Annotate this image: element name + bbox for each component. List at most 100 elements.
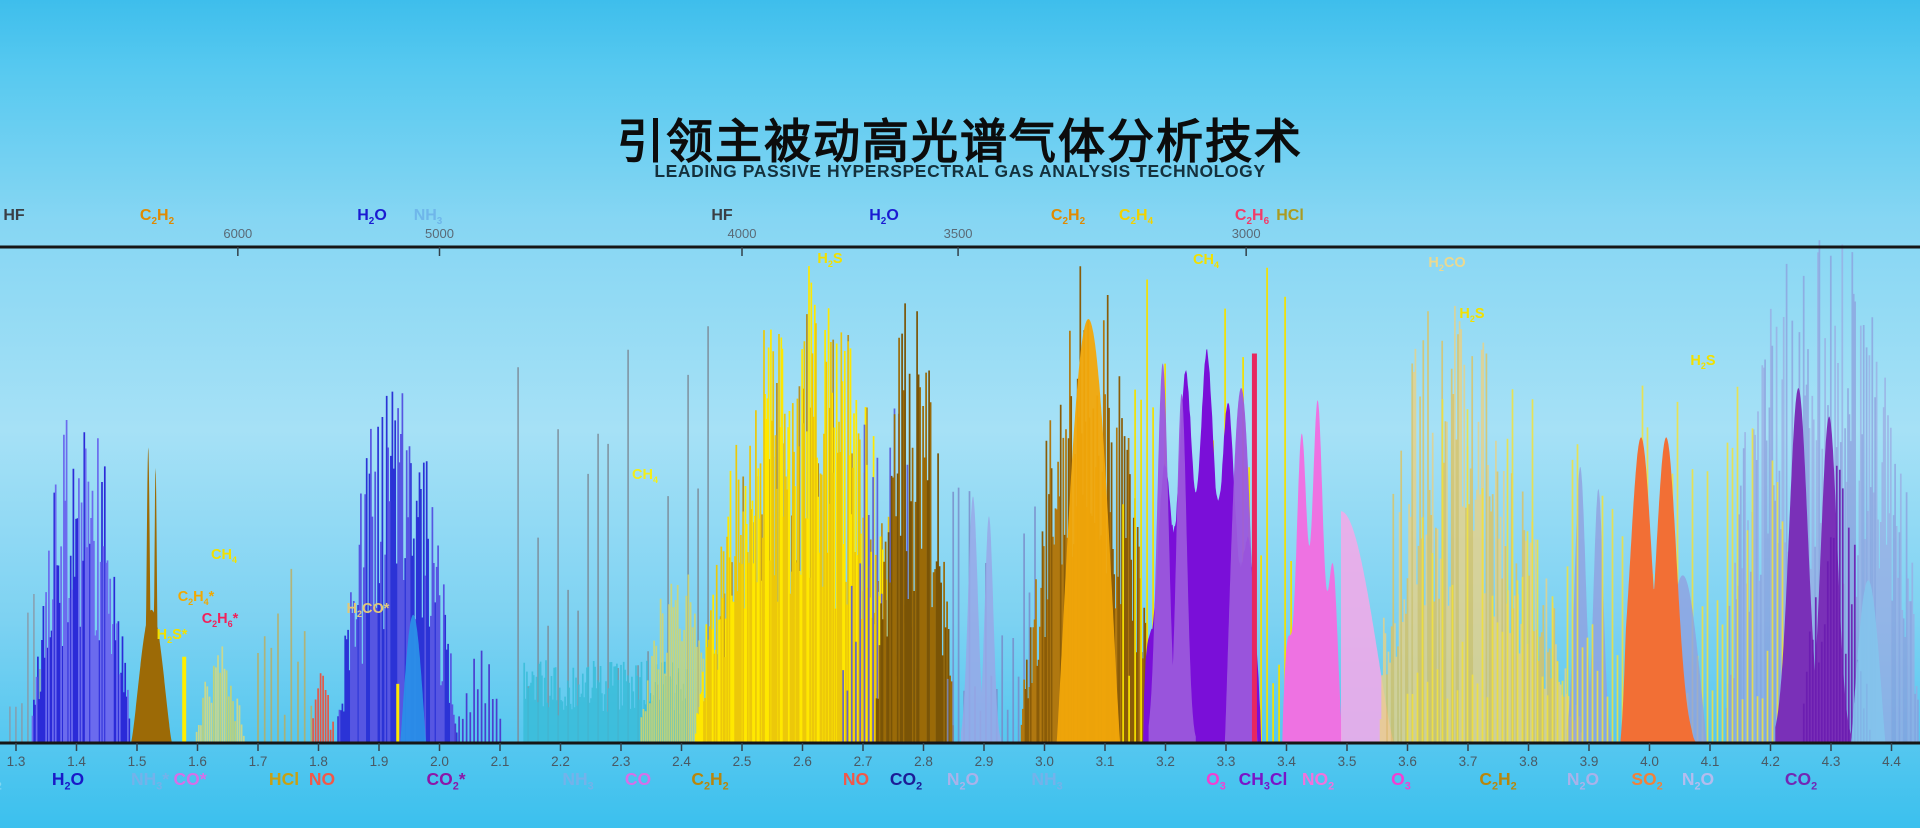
bottom-axis-tick	[15, 743, 17, 751]
spectral-band-SO2	[1620, 437, 1697, 743]
top-axis-tick-label: 4000	[728, 226, 757, 241]
bottom-axis-tick	[680, 743, 683, 751]
bottom-axis-tick	[499, 743, 501, 751]
bottom-axis-tick-label: 2.7	[854, 754, 873, 769]
bottom-axis-tick-label: 1.8	[309, 754, 328, 769]
top-axis-tick	[1245, 247, 1247, 256]
bottom-axis-tick-label: 2.3	[612, 754, 631, 769]
bottom-axis-tick-label: 3.4	[1277, 754, 1296, 769]
bottom-axis-tick-label: 3.5	[1338, 754, 1357, 769]
bottom-axis-tick-label: 4.1	[1701, 754, 1720, 769]
bottom-axis-tick	[1104, 743, 1106, 751]
bottom-axis-tick-label: 3.1	[1096, 754, 1115, 769]
bottom-axis-tick	[620, 743, 622, 751]
bottom-axis-tick	[1346, 743, 1348, 751]
bottom-axis-tick	[75, 743, 78, 751]
page-title: 引领主被动高光谱气体分析技术	[617, 115, 1303, 169]
bottom-axis-tick-label: 1.6	[188, 754, 207, 769]
bottom-axis-tick-label: 3.3	[1217, 754, 1236, 769]
bottom-axis-tick-label: 2.4	[672, 754, 691, 769]
bottom-axis-tick-label: 2.0	[430, 754, 449, 769]
spectral-band-C2H4*	[257, 568, 313, 743]
bottom-axis-tick-label: 1.9	[370, 754, 389, 769]
spectral-band-CH4	[202, 665, 237, 743]
page-subtitle: LEADING PASSIVE HYPERSPECTRAL GAS ANALYS…	[654, 161, 1266, 181]
bottom-axis-tick	[741, 743, 743, 751]
bottom-axis-tick	[1285, 743, 1288, 751]
spectral-band-CO2	[1851, 580, 1886, 743]
bottom-axis-tick	[1709, 743, 1711, 751]
top-axis-tick	[957, 247, 959, 256]
bottom-axis-tick	[378, 743, 380, 751]
bottom-axis-tick-label: 1.5	[128, 754, 147, 769]
bottom-axis-tick-label: 4.3	[1822, 754, 1841, 769]
bottom-axis-tick	[983, 743, 985, 751]
spectral-line-C2H6	[1251, 353, 1257, 743]
bottom-axis-line	[0, 741, 1920, 745]
top-axis-tick-label: 6000	[223, 226, 252, 241]
bottom-axis-tick	[922, 743, 925, 751]
bottom-axis-tick	[1225, 743, 1227, 751]
bottom-axis-tick-label: 4.0	[1640, 754, 1659, 769]
bottom-axis-tick-label: 4.4	[1882, 754, 1901, 769]
spectral-band-CO2*	[454, 650, 502, 743]
bottom-axis-tick	[257, 743, 259, 751]
bottom-axis-tick-label: 3.9	[1580, 754, 1599, 769]
bottom-axis-tick	[1043, 743, 1046, 751]
bottom-axis-tick	[1769, 743, 1772, 751]
top-axis-tick	[438, 247, 441, 256]
spectral-band-NH3	[1056, 319, 1121, 743]
bottom-axis-tick-label: 3.8	[1519, 754, 1538, 769]
bottom-axis-tick-label: 1.3	[7, 754, 26, 769]
bottom-axis-tick	[862, 743, 864, 751]
spectral-line-H2S*	[182, 656, 187, 743]
spectral-band-NO2	[1282, 400, 1343, 743]
spectral-band-H2CO	[1379, 305, 1583, 743]
bottom-axis-tick-label: 2.6	[793, 754, 812, 769]
bottom-axis-tick	[1830, 743, 1832, 751]
bottom-axis-tick-label: 2.1	[491, 754, 510, 769]
bottom-axis-tick-label: 2.8	[914, 754, 933, 769]
spectral-band-NO2	[1341, 511, 1395, 743]
spectral-band-NO	[875, 303, 950, 743]
top-axis-tick	[237, 247, 239, 256]
bottom-axis-tick-label: 3.2	[1156, 754, 1175, 769]
top-axis-tick	[741, 247, 743, 256]
top-axis-tick-label: 3500	[944, 226, 973, 241]
spectral-band-H2CO*	[400, 614, 427, 743]
spectral-band-H2O	[33, 432, 131, 743]
bottom-axis-tick	[317, 743, 320, 751]
bottom-axis-tick	[1406, 743, 1409, 751]
top-axis-tick-label: 5000	[425, 226, 454, 241]
spectral-line-CH4	[396, 683, 400, 743]
bottom-axis-tick	[1890, 743, 1893, 751]
axes-group: 6000 5000 4000 3500 3000 1.3 1.4 1.5 1.6 1.7 1.8 1.…	[0, 226, 1920, 769]
spectral-band-O3	[1148, 363, 1196, 743]
bottom-axis-tick	[1467, 743, 1469, 751]
spectral-band-O3	[1224, 388, 1258, 743]
bottom-axis-tick-label: 2.5	[733, 754, 752, 769]
spectral-band-H2O	[31, 420, 129, 743]
top-axis-tick-label: 3000	[1232, 226, 1261, 241]
bottom-axis-tick	[1648, 743, 1651, 751]
spectral-band-N2O	[961, 496, 1001, 743]
bottom-axis-tick	[136, 743, 138, 751]
bottom-axis-tick	[438, 743, 441, 751]
spectral-band-N2O	[1566, 466, 1612, 743]
bottom-axis-tick	[1588, 743, 1590, 751]
bottom-axis-tick	[1527, 743, 1530, 751]
spectral-band-H2O	[337, 391, 458, 743]
bottom-axis-tick-label: 4.2	[1761, 754, 1780, 769]
bottom-axis-tick-label: 3.6	[1398, 754, 1417, 769]
bands-group	[9, 240, 1919, 743]
bottom-axis-tick	[559, 743, 562, 751]
bottom-axis-tick	[801, 743, 804, 751]
spectral-band-H2S	[703, 323, 915, 743]
bottom-axis-tick-label: 1.4	[67, 754, 86, 769]
spectral-band-CH4	[195, 646, 245, 743]
top-axis-line	[0, 245, 1920, 249]
bottom-axis-tick	[1164, 743, 1167, 751]
bottom-axis-tick-label: 2.9	[975, 754, 994, 769]
